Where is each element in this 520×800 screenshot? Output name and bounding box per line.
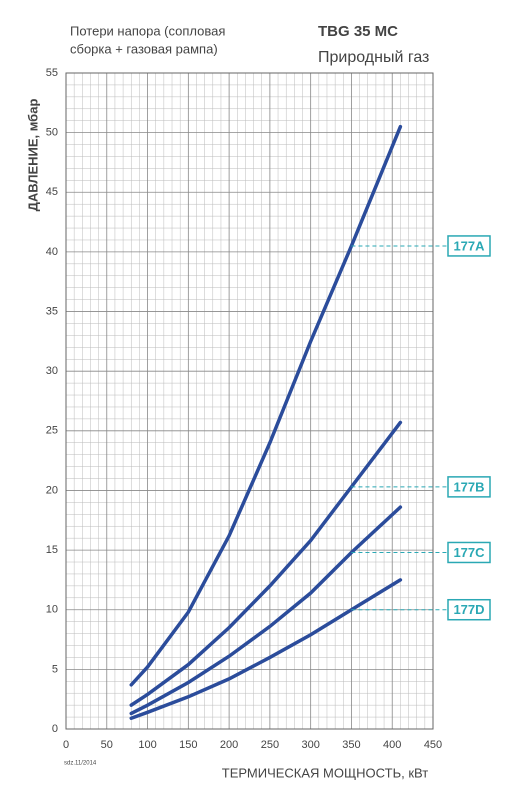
series-line [129,420,403,707]
legend-label: 177B [453,479,484,494]
x-tick-label: 350 [342,739,360,751]
label-box [447,235,491,257]
x-tick-label: 250 [261,739,279,751]
y-tick-label: 0 [52,723,58,735]
x-tick-label: 400 [383,739,401,751]
chart-subtitle: Природный газ [318,49,429,66]
note: Потери напора (сопловая [70,23,225,38]
note: сборка + газовая рампа) [70,41,218,56]
x-tick-label: 50 [101,739,113,751]
series-line [129,124,403,687]
label-box [447,541,491,564]
y-tick-label: 35 [46,305,58,317]
legend-label: 177D [453,602,484,617]
x-tick-label: 450 [424,739,442,751]
y-tick-label: 5 [52,663,58,675]
x-tick-label: 300 [301,739,319,751]
y-tick-label: 40 [46,246,58,258]
chart-title: TBG 35 MC [318,23,398,40]
label-box [447,598,491,621]
x-tick-label: 0 [63,739,69,751]
series-line [129,578,403,721]
y-tick-label: 25 [46,425,58,437]
plot-frame [65,72,434,730]
legend-label: 177C [453,545,485,560]
label-box [447,476,491,498]
y-tick-label: 50 [46,127,58,139]
y-tick-label: 45 [46,186,58,198]
y-tick-label: 20 [46,484,58,496]
x-tick-label: 200 [220,739,238,751]
series-line [129,505,403,716]
x-tick-label: 150 [179,739,197,751]
y-tick-label: 10 [46,604,58,616]
code-note: sdz.11/2014 [64,761,97,767]
y-tick-label: 55 [46,67,58,79]
y-tick-label: 15 [46,544,58,556]
x-axis-label: ТЕРМИЧЕСКАЯ МОЩНОСТЬ, кВт [222,765,428,780]
legend-label: 177A [453,238,485,253]
y-tick-label: 30 [46,365,58,377]
x-tick-label: 100 [138,739,156,751]
y-axis-label: ДАВЛЕНИЕ, мбар [25,99,40,212]
